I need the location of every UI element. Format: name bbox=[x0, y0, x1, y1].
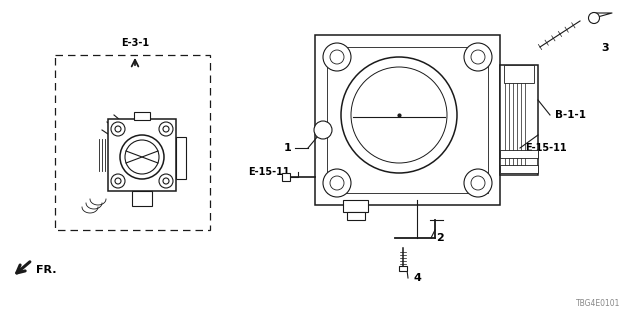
Bar bbox=[132, 191, 152, 206]
Circle shape bbox=[125, 140, 159, 174]
Circle shape bbox=[163, 126, 169, 132]
Bar bbox=[315, 35, 500, 205]
Text: TBG4E0101: TBG4E0101 bbox=[575, 299, 620, 308]
Bar bbox=[327, 47, 488, 193]
Circle shape bbox=[323, 43, 351, 71]
Text: E-15-11: E-15-11 bbox=[248, 167, 290, 177]
Circle shape bbox=[111, 122, 125, 136]
Circle shape bbox=[159, 122, 173, 136]
Circle shape bbox=[115, 178, 121, 184]
Circle shape bbox=[464, 169, 492, 197]
Circle shape bbox=[111, 174, 125, 188]
Circle shape bbox=[314, 121, 332, 139]
Bar bbox=[500, 65, 538, 175]
Circle shape bbox=[159, 174, 173, 188]
Bar bbox=[343, 200, 368, 212]
Bar bbox=[176, 137, 186, 179]
Bar bbox=[55, 55, 210, 230]
Bar bbox=[399, 266, 407, 271]
Circle shape bbox=[330, 176, 344, 190]
Circle shape bbox=[351, 67, 447, 163]
Circle shape bbox=[163, 178, 169, 184]
Circle shape bbox=[471, 176, 485, 190]
Circle shape bbox=[330, 50, 344, 64]
Circle shape bbox=[323, 169, 351, 197]
Bar bbox=[134, 112, 150, 120]
Circle shape bbox=[589, 12, 600, 23]
Circle shape bbox=[471, 50, 485, 64]
Circle shape bbox=[120, 135, 164, 179]
Bar bbox=[500, 150, 538, 158]
Text: FR.: FR. bbox=[36, 265, 56, 275]
Text: 4: 4 bbox=[413, 273, 421, 283]
Bar bbox=[347, 212, 365, 220]
Text: B-1-1: B-1-1 bbox=[555, 110, 586, 120]
Text: 1: 1 bbox=[284, 143, 291, 153]
Text: E-15-11: E-15-11 bbox=[525, 143, 566, 153]
Text: 2: 2 bbox=[436, 233, 444, 243]
Text: E-3-1: E-3-1 bbox=[121, 38, 149, 48]
Bar bbox=[282, 173, 290, 181]
Circle shape bbox=[341, 57, 457, 173]
Bar bbox=[108, 119, 176, 191]
Circle shape bbox=[115, 126, 121, 132]
Bar bbox=[500, 165, 538, 173]
Text: 3: 3 bbox=[601, 43, 609, 53]
Circle shape bbox=[464, 43, 492, 71]
Bar bbox=[504, 65, 534, 83]
